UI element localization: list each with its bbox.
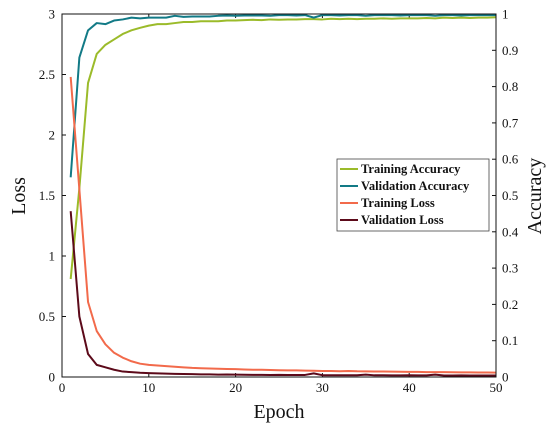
y-right-tick-label: 0.5 bbox=[502, 188, 518, 203]
y-left-tick-label: 1.5 bbox=[39, 188, 55, 203]
y-right-tick-label: 0.9 bbox=[502, 43, 518, 58]
x-tick-label: 30 bbox=[316, 380, 329, 395]
y-right-tick-label: 0.7 bbox=[502, 115, 519, 130]
x-tick-label: 40 bbox=[403, 380, 416, 395]
x-tick-label: 20 bbox=[229, 380, 242, 395]
y-left-tick-label: 2.5 bbox=[39, 67, 55, 82]
y-right-tick-label: 0.1 bbox=[502, 333, 518, 348]
series-line-validation-loss bbox=[69, 211, 496, 377]
y-left-tick-label: 0.5 bbox=[39, 309, 55, 324]
y-right-tick-label: 0.4 bbox=[502, 224, 519, 239]
y-left-tick-label: 1 bbox=[49, 249, 56, 264]
x-tick-label: 10 bbox=[142, 380, 155, 395]
series-line-training-accuracy bbox=[69, 16, 497, 280]
x-axis-label: Epoch bbox=[253, 401, 304, 423]
y-right-tick-label: 0 bbox=[502, 370, 509, 385]
y-left-tick-label: 2 bbox=[49, 128, 56, 143]
legend-label-validation-loss: Validation Loss bbox=[361, 213, 444, 227]
legend: Training Accuracy Validation Accuracy Tr… bbox=[336, 158, 490, 232]
legend-label-validation-accuracy: Validation Accuracy bbox=[361, 179, 470, 193]
axis-ticks: 0 10 20 30 40 5000.511.522.5300.10.20.30.40.5… bbox=[39, 7, 519, 396]
series-lines bbox=[69, 14, 497, 377]
x-tick-label: 0 bbox=[59, 380, 66, 395]
y-left-tick-label: 3 bbox=[49, 7, 56, 22]
y-right-tick-label: 0.2 bbox=[502, 297, 518, 312]
y-right-axis-label: Accuracy bbox=[524, 158, 546, 235]
y-right-tick-label: 0.8 bbox=[502, 79, 518, 94]
x-tick-label: 50 bbox=[490, 380, 503, 395]
y-left-tick-label: 0 bbox=[49, 370, 56, 385]
plot-frame bbox=[61, 13, 497, 378]
legend-label-training-accuracy: Training Accuracy bbox=[361, 162, 461, 176]
series-line-validation-accuracy bbox=[69, 14, 496, 178]
y-right-tick-label: 0.6 bbox=[502, 152, 519, 167]
legend-label-training-loss: Training Loss bbox=[361, 196, 435, 210]
y-left-axis-label: Loss bbox=[8, 177, 30, 215]
y-right-tick-label: 1 bbox=[502, 7, 509, 22]
legend-box bbox=[336, 158, 490, 232]
y-right-tick-label: 0.3 bbox=[502, 261, 518, 276]
series-line-training-loss bbox=[69, 76, 497, 374]
